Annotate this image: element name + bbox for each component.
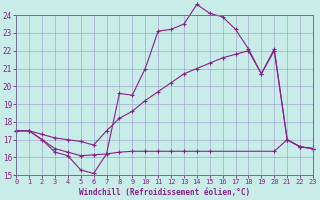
X-axis label: Windchill (Refroidissement éolien,°C): Windchill (Refroidissement éolien,°C) xyxy=(79,188,250,197)
